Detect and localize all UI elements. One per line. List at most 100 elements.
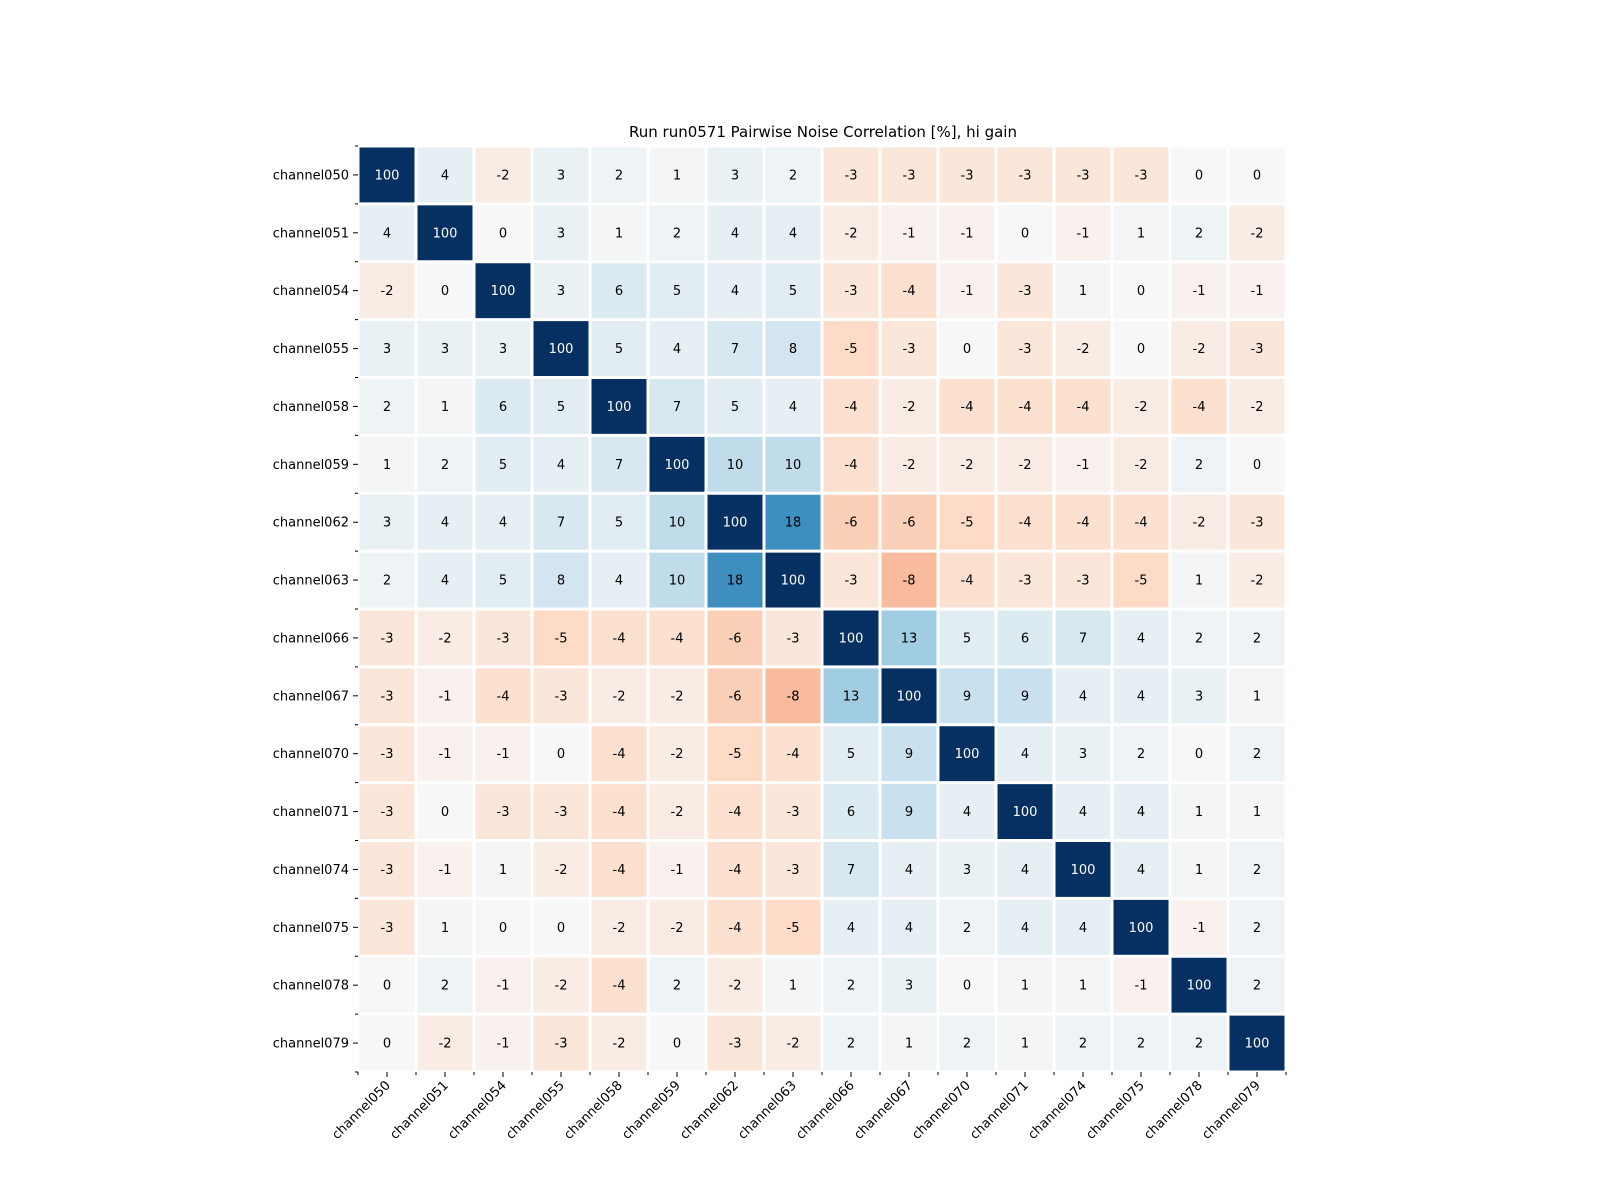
cell-value-label: -1: [903, 226, 916, 241]
cell-value-label: -3: [903, 342, 916, 357]
heatmap-cell: [1113, 436, 1169, 492]
cell-value-label: -4: [729, 921, 742, 936]
heatmap-cell: [1229, 1015, 1285, 1071]
cell-value-label: -3: [1251, 342, 1264, 357]
heatmap-cell: [475, 842, 531, 897]
cell-value-label: -2: [903, 458, 916, 473]
heatmap-cell: [1171, 726, 1227, 782]
cell-value-label: 5: [673, 284, 681, 299]
heatmap-cell: [823, 784, 879, 840]
heatmap-cell: [591, 147, 647, 203]
heatmap-cell: [533, 552, 589, 608]
cell-value-label: 1: [441, 400, 449, 415]
heatmap-cell: [707, 842, 763, 897]
heatmap-cell: [533, 494, 589, 550]
cell-value-label: 0: [673, 1037, 681, 1052]
cell-value-label: 2: [1195, 226, 1203, 241]
cell-value-label: 100: [607, 400, 632, 415]
heatmap-cell: [1171, 668, 1227, 724]
heatmap-cell: [649, 784, 705, 840]
heatmap-cell: [939, 436, 995, 492]
cell-value-label: 2: [1253, 979, 1261, 994]
heatmap-cell: [1229, 899, 1285, 955]
cell-value-label: -2: [1135, 400, 1148, 415]
cell-value-label: -1: [961, 284, 974, 299]
cell-value-label: 100: [491, 284, 516, 299]
cell-value-label: -3: [903, 168, 916, 183]
cell-value-label: -2: [439, 1037, 452, 1052]
cell-value-label: 7: [673, 400, 681, 415]
cell-value-label: 0: [499, 226, 507, 241]
cell-value-label: 1: [1253, 689, 1261, 704]
x-tick-label: channel070: [909, 1078, 974, 1143]
heatmap-cell: [823, 379, 879, 434]
heatmap-cell: [823, 668, 879, 724]
cell-value-label: -2: [613, 921, 626, 936]
cell-value-label: 3: [905, 979, 913, 994]
heatmap-cell: [997, 379, 1053, 434]
heatmap-cell: [591, 1015, 647, 1071]
heatmap-cell: [591, 436, 647, 492]
heatmap-cell: [475, 379, 531, 434]
heatmap-cell: [1055, 784, 1111, 840]
cell-value-label: 13: [901, 631, 918, 646]
heatmap-cell: [359, 842, 415, 897]
cell-value-label: 0: [1253, 458, 1261, 473]
y-tick-label: channel075: [273, 921, 349, 936]
cell-value-label: 1: [1021, 979, 1029, 994]
cell-value-label: 2: [441, 458, 449, 473]
cell-value-label: 4: [1079, 921, 1087, 936]
heatmap-cell: [765, 205, 821, 261]
cell-value-label: 100: [1071, 863, 1096, 878]
x-tick-label: channel062: [677, 1078, 742, 1143]
cell-value-label: -4: [671, 631, 684, 646]
heatmap-cell: [475, 1015, 531, 1071]
heatmap-cell: [707, 379, 763, 434]
heatmap-cell: [1113, 1015, 1169, 1071]
heatmap-cell: [997, 436, 1053, 492]
cell-value-label: -2: [381, 284, 394, 299]
x-tick-label: channel071: [967, 1078, 1032, 1143]
heatmap-cell: [765, 552, 821, 608]
heatmap-cell: [359, 610, 415, 666]
heatmap-cell: [823, 1015, 879, 1071]
heatmap-cell: [1229, 263, 1285, 319]
cell-value-label: 2: [441, 979, 449, 994]
cell-value-label: 4: [673, 342, 681, 357]
cell-value-label: 4: [499, 516, 507, 531]
cell-value-label: 4: [1137, 863, 1145, 878]
cell-value-label: -2: [671, 805, 684, 820]
cell-value-label: 4: [905, 921, 913, 936]
heatmap-cell: [475, 321, 531, 377]
cell-value-label: 10: [669, 574, 686, 589]
x-tick-label: channel059: [619, 1078, 684, 1143]
cell-value-label: 1: [673, 168, 681, 183]
cell-value-label: -3: [1019, 342, 1032, 357]
cell-value-label: 0: [963, 342, 971, 357]
heatmap-cell: [359, 552, 415, 608]
cell-value-label: -1: [1135, 979, 1148, 994]
cell-value-label: 2: [1079, 1037, 1087, 1052]
heatmap-cell: [417, 205, 473, 261]
heatmap-cell: [1171, 842, 1227, 897]
heatmap-cell: [823, 263, 879, 319]
heatmap-cell: [707, 726, 763, 782]
heatmap-cell: [765, 610, 821, 666]
heatmap-cell: [1229, 205, 1285, 261]
cell-value-label: 0: [1137, 284, 1145, 299]
heatmap-cell: [939, 784, 995, 840]
cell-value-label: 1: [789, 979, 797, 994]
cell-value-label: -2: [671, 921, 684, 936]
cell-value-label: -4: [903, 284, 916, 299]
cell-value-label: 3: [557, 284, 565, 299]
heatmap-cell: [417, 899, 473, 955]
cell-value-label: -5: [961, 516, 974, 531]
cell-value-label: 1: [615, 226, 623, 241]
cell-value-label: 4: [963, 805, 971, 820]
heatmap-cell: [475, 610, 531, 666]
heatmap-cell: [997, 668, 1053, 724]
heatmap-cell: [1055, 899, 1111, 955]
cell-value-label: -2: [903, 400, 916, 415]
heatmap-cell: [475, 726, 531, 782]
heatmap-cell: [823, 899, 879, 955]
